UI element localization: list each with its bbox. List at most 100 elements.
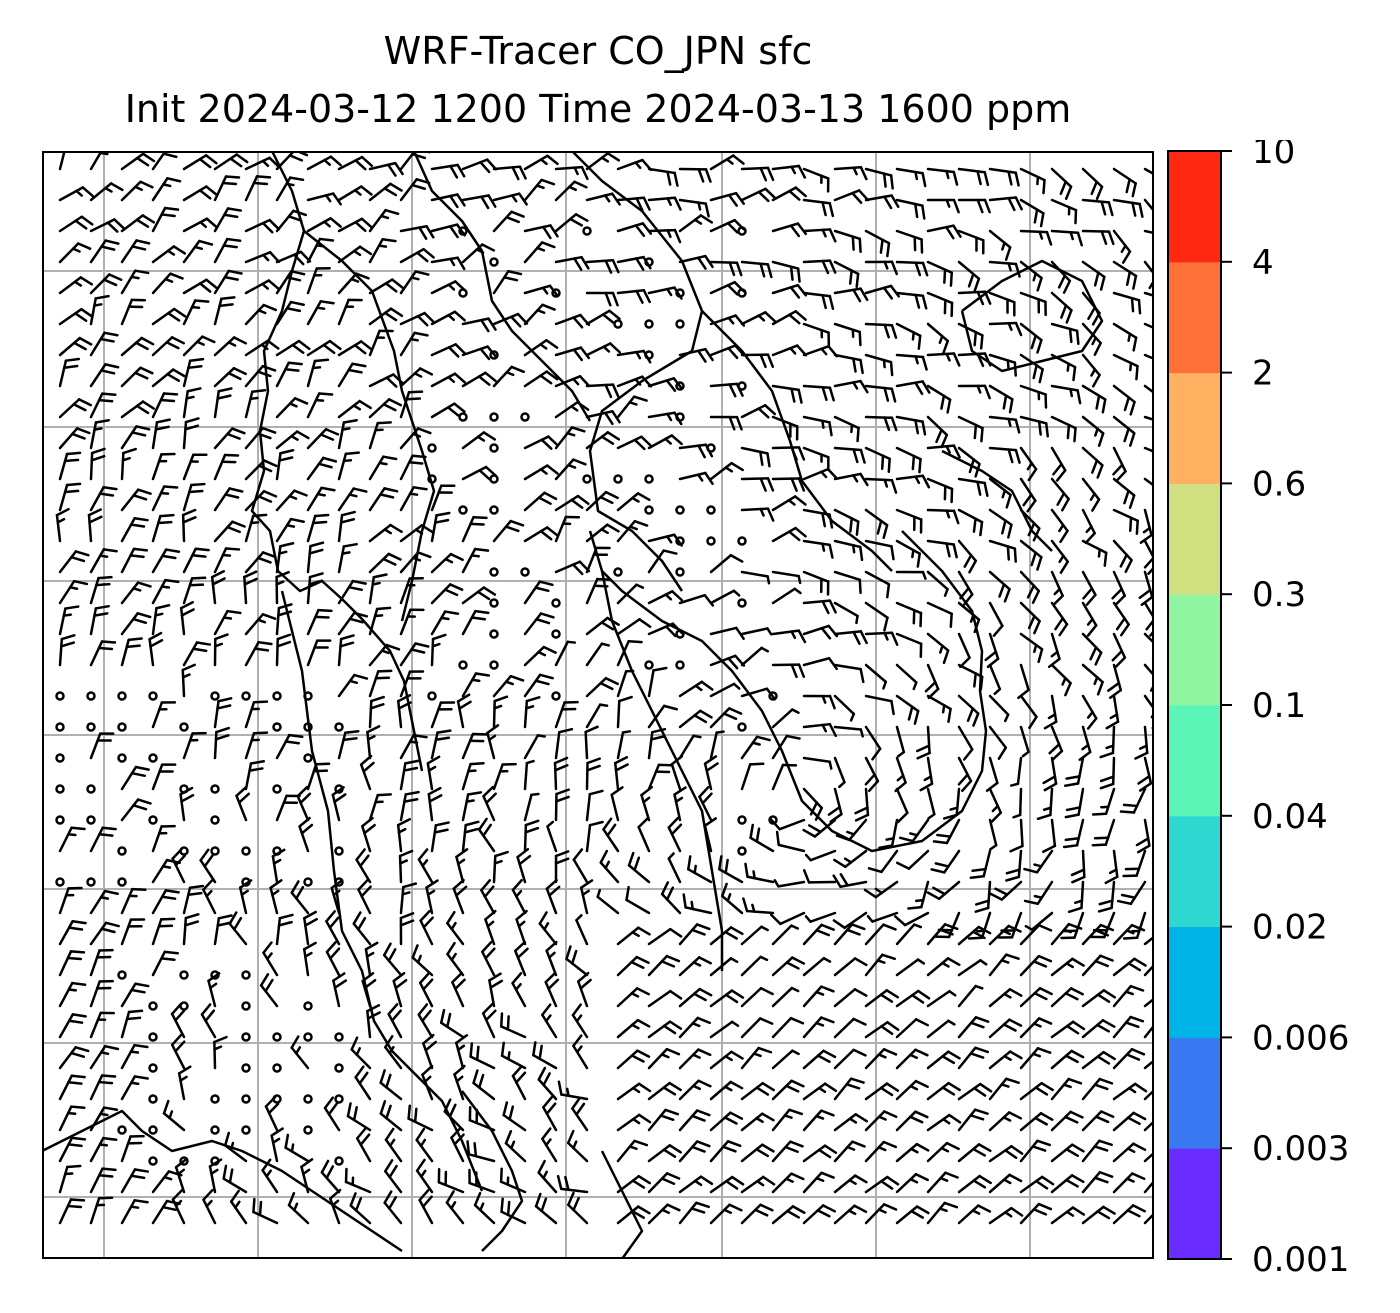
wind-barb (678, 1140, 711, 1163)
calm-wind-circle (737, 536, 747, 546)
wind-barb (213, 726, 231, 760)
wind-barb (709, 260, 743, 277)
wind-barb (453, 1064, 466, 1101)
colorbar-tick-label: 0.02 (1252, 908, 1328, 948)
wind-barb (151, 578, 180, 605)
wind-barb (499, 1012, 527, 1039)
wind-barb (833, 446, 866, 464)
wind-barb (480, 879, 496, 915)
wind-barb (455, 848, 469, 884)
wind-barb (332, 972, 348, 1008)
wind-barb (554, 180, 588, 202)
wind-barb (461, 672, 491, 698)
wind-barb (554, 458, 587, 481)
wind-barb (957, 352, 992, 368)
colorbar-swatch (1168, 815, 1221, 928)
wind-barb (1081, 353, 1101, 388)
wind-barb (213, 609, 242, 636)
wind-barb (337, 418, 358, 450)
wind-barb (926, 990, 957, 1008)
wind-barb (422, 1033, 437, 1070)
wind-barb (771, 1049, 800, 1070)
calm-wind-circle (241, 1094, 251, 1104)
wind-barb (926, 508, 960, 525)
wind-barb (926, 260, 953, 287)
wind-barb (554, 401, 590, 419)
calm-wind-circle (86, 722, 96, 732)
wind-barb (749, 823, 775, 853)
wind-barb (864, 1203, 898, 1225)
wind-barb (1081, 1139, 1113, 1163)
wind-barb (957, 167, 990, 187)
wind-barb (833, 260, 860, 289)
wind-barb (833, 988, 868, 1008)
wind-barb (213, 547, 241, 574)
wind-barb (1019, 570, 1041, 604)
calm-wind-circle (551, 598, 561, 608)
wind-barb (895, 1172, 929, 1194)
wind-barb (554, 165, 589, 181)
wind-barb (616, 926, 651, 946)
wind-barb (89, 418, 110, 450)
wind-barb (275, 430, 310, 450)
wind-barb (244, 339, 280, 357)
wind-barb (1019, 446, 1038, 482)
wind-barb (244, 218, 281, 234)
calm-wind-circle (706, 536, 716, 546)
wind-barb (337, 611, 369, 636)
wind-barb (895, 415, 927, 436)
wind-barb (647, 1020, 683, 1039)
wind-barb (969, 849, 992, 880)
wind-barb (833, 229, 862, 254)
wind-barb (1050, 446, 1067, 482)
colorbar-tick-label: 0.1 (1252, 686, 1306, 726)
wind-barb (647, 927, 683, 946)
wind-barb (1112, 167, 1137, 198)
wind-barb (678, 198, 710, 218)
wind-barb (461, 609, 490, 636)
wind-barb (740, 627, 773, 636)
wind-barb (472, 1069, 496, 1101)
wind-barb (565, 945, 589, 977)
wind-barb (567, 1191, 589, 1225)
wind-barb (616, 519, 649, 543)
calm-wind-circle (55, 784, 65, 794)
wind-barb (1019, 167, 1046, 195)
wind-barb (383, 1190, 403, 1225)
wind-barb (740, 1081, 775, 1101)
wind-barb (58, 1136, 87, 1163)
wind-barb (553, 756, 569, 791)
coastline-taiwan (461, 1090, 524, 1252)
wind-barb (306, 192, 342, 206)
wind-barb (709, 344, 746, 360)
wind-barb (151, 604, 171, 636)
wind-barb (802, 570, 830, 596)
wind-barb (213, 1035, 228, 1070)
wind-barb (523, 303, 556, 326)
wind-barb (213, 175, 241, 202)
wind-barb (511, 972, 527, 1008)
wind-barb (867, 849, 899, 874)
wind-barb (926, 601, 953, 629)
wind-barb (461, 158, 498, 174)
wind-barb (151, 548, 181, 574)
calm-wind-circle (458, 505, 468, 515)
wind-barb (771, 587, 802, 605)
wind-barb (58, 215, 94, 233)
wind-barb (89, 826, 117, 853)
wind-barb (613, 756, 629, 791)
wind-barb (350, 1036, 372, 1070)
wind-barb (58, 550, 90, 574)
wind-barb (120, 887, 147, 915)
calm-wind-circle (489, 505, 499, 515)
wind-barb (1019, 539, 1043, 571)
wind-barb (1050, 570, 1064, 607)
calm-wind-circle (644, 474, 654, 484)
calm-wind-circle (613, 567, 623, 577)
wind-barb (647, 1108, 680, 1132)
wind-barb (425, 879, 439, 915)
wind-barb (337, 399, 372, 419)
calm-wind-circle (241, 970, 251, 980)
wind-barb (89, 1106, 119, 1132)
wind-barb (58, 276, 94, 295)
